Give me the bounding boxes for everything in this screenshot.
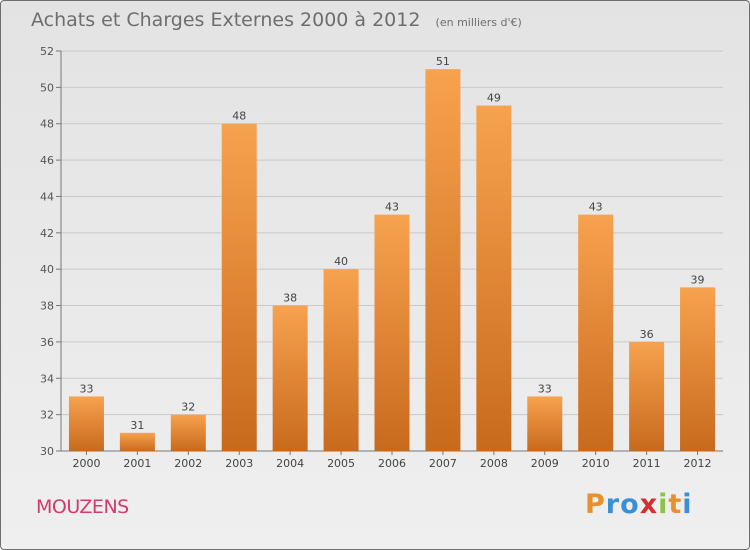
x-tick-label: 2000 [72, 457, 100, 470]
y-tick-label: 30 [40, 445, 54, 458]
x-tick-label: 2004 [276, 457, 304, 470]
x-tick-label: 2003 [225, 457, 253, 470]
bar-value-label: 38 [283, 292, 297, 305]
y-tick-label: 48 [40, 118, 54, 131]
bar-value-label: 43 [385, 201, 399, 214]
x-tick-label: 2007 [429, 457, 457, 470]
x-tick-label: 2010 [582, 457, 610, 470]
commune-name: MOUZENS [36, 496, 129, 518]
bar-value-label: 33 [79, 382, 93, 395]
title-block: Achats et Charges Externes 2000 à 2012 (… [31, 9, 522, 31]
bar [476, 105, 512, 451]
x-tick-label: 2005 [327, 457, 355, 470]
bar-value-label: 49 [487, 92, 501, 105]
brand-letter: o [620, 489, 640, 520]
bar [68, 396, 104, 451]
bar [323, 269, 359, 451]
y-tick-label: 42 [40, 227, 54, 240]
bar [119, 432, 155, 451]
y-tick-label: 40 [40, 263, 54, 276]
chart-unit: (en milliers d'€) [435, 16, 522, 29]
y-tick-label: 32 [40, 409, 54, 422]
y-tick-label: 46 [40, 154, 54, 167]
x-tick-label: 2008 [480, 457, 508, 470]
y-tick-label: 36 [40, 336, 54, 349]
bar [425, 69, 461, 451]
y-tick-label: 44 [40, 190, 54, 203]
y-tick-label: 34 [40, 372, 54, 385]
bar-value-label: 51 [436, 55, 450, 68]
bar [578, 214, 614, 451]
bar [170, 414, 206, 451]
bar-value-label: 48 [232, 110, 246, 123]
y-tick-label: 52 [40, 45, 54, 58]
brand-letter: P [585, 489, 606, 520]
y-tick-label: 38 [40, 300, 54, 313]
bar [272, 305, 308, 451]
bar-value-label: 43 [589, 201, 603, 214]
brand-letter: i [682, 489, 693, 520]
bar [680, 287, 716, 451]
x-tick-label: 2012 [684, 457, 712, 470]
brand-logo: Proxiti [585, 489, 693, 520]
bar-value-label: 36 [640, 328, 654, 341]
brand-letter: r [605, 489, 621, 520]
x-tick-label: 2011 [633, 457, 661, 470]
brand-letter: x [639, 489, 659, 520]
chart-title: Achats et Charges Externes 2000 à 2012 [31, 9, 421, 31]
brand-letter: t [668, 489, 683, 520]
bar-value-label: 31 [130, 419, 144, 432]
bar-value-label: 33 [538, 382, 552, 395]
x-tick-label: 2002 [174, 457, 202, 470]
bar [527, 396, 563, 451]
bar [221, 123, 257, 452]
bar [629, 341, 665, 451]
brand-letter: i [658, 489, 669, 520]
bar-value-label: 40 [334, 255, 348, 268]
y-tick-label: 50 [40, 81, 54, 94]
x-tick-label: 2001 [123, 457, 151, 470]
bar [374, 214, 410, 451]
x-tick-label: 2009 [531, 457, 559, 470]
x-tick-label: 2006 [378, 457, 406, 470]
bar-value-label: 39 [691, 273, 705, 286]
bar-value-label: 32 [181, 401, 195, 414]
